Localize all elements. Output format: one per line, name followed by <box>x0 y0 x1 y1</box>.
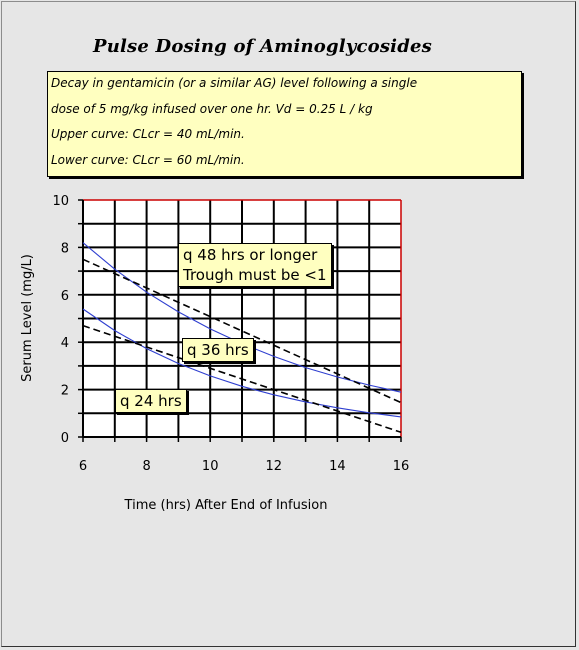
y-axis-title: Serum Level (mg/L) <box>20 254 35 382</box>
x-axis-title: Time (hrs) After End of Infusion <box>124 498 328 513</box>
y-tick-label: 8 <box>61 241 69 256</box>
note-line: Decay in gentamicin (or a similar AG) le… <box>51 76 418 90</box>
x-tick-label: 12 <box>266 459 283 474</box>
y-tick-label: 0 <box>61 431 69 446</box>
label-q36: q 36 hrs <box>182 338 254 362</box>
x-tick-label: 10 <box>202 459 219 474</box>
y-tick-label: 2 <box>61 384 69 399</box>
label-q48-line1: q 48 hrs or longer <box>183 246 318 264</box>
label-q48-line2: Trough must be <1 <box>183 266 327 284</box>
x-tick-label: 8 <box>142 459 150 474</box>
y-tick-label: 10 <box>52 194 69 209</box>
x-tick-label: 14 <box>329 459 346 474</box>
tick-labels: 6 8 10 12 14 16 0 2 4 6 8 10 <box>52 194 409 474</box>
chart-title: Pulse Dosing of Aminoglycosides <box>93 36 432 57</box>
x-tick-label: 6 <box>79 459 87 474</box>
axes <box>78 199 402 442</box>
label-q24: q 24 hrs <box>115 389 187 413</box>
dashed-trend-line-2 <box>82 324 402 434</box>
description-note: Decay in gentamicin (or a similar AG) le… <box>47 71 522 177</box>
note-line: Lower curve: CLcr = 60 mL/min. <box>51 152 245 167</box>
dashed-trend-line-1 <box>82 258 402 404</box>
x-tick-label: 16 <box>393 459 410 474</box>
y-tick-label: 4 <box>61 336 69 351</box>
label-q48: q 48 hrs or longer Trough must be <1 <box>178 243 332 287</box>
note-line: Upper curve: CLcr = 40 mL/min. <box>51 127 245 141</box>
y-tick-label: 6 <box>61 289 69 304</box>
note-line: dose of 5 mg/kg infused over one hr. Vd … <box>51 101 373 116</box>
